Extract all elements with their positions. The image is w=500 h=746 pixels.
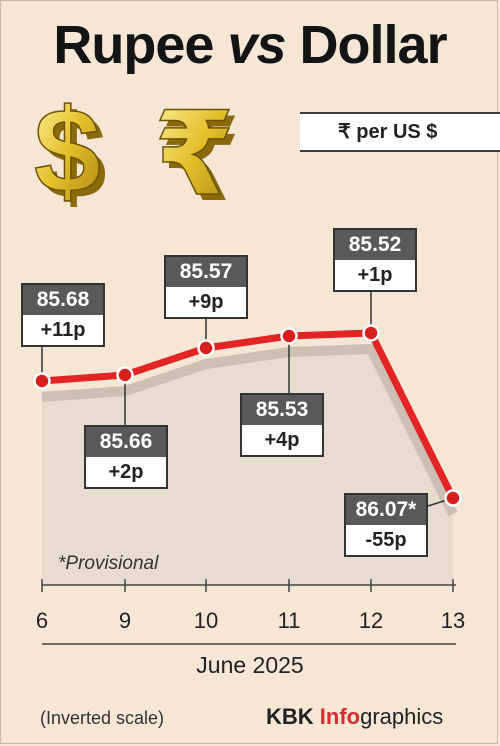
page-title: Rupee vs Dollar [0,14,500,76]
x-tick-label: 9 [119,608,131,633]
x-tick-label: 6 [36,608,48,633]
data-label-change: +1p [357,264,393,286]
data-label-change: +4p [264,429,300,451]
svg-text:₹: ₹ [154,87,235,222]
data-label: 85.66 +2p [84,425,168,489]
title-part-1: Rupee [53,15,214,75]
svg-text:₹: ₹ [160,93,241,228]
data-label-value: 85.66 [86,427,166,457]
data-label-value: 85.53 [242,395,322,425]
data-point [444,489,462,507]
data-point [197,339,215,357]
credit: KBK Infographics [266,704,443,730]
data-point [116,366,134,384]
rupee-sign-icon: ₹ ₹ [153,86,241,228]
data-label: 86.07* -55p [344,493,428,557]
data-label: 85.53 +4p [240,393,324,457]
title-part-3: Dollar [299,15,448,75]
title-part-2: vs [227,15,286,75]
x-tick-label: 12 [359,608,383,633]
unit-label: ₹ per US $ [300,112,500,152]
data-label: 85.68 +11p [21,283,105,347]
data-label-value: 85.68 [23,285,103,315]
dollar-sign-icon: $ $ [33,83,107,224]
svg-text:$: $ [40,90,107,224]
data-point [280,327,298,345]
provisional-note: *Provisional [58,553,159,574]
data-label-change: -55p [365,529,407,551]
data-label-change: +2p [108,461,144,483]
data-label-change: +9p [188,291,224,313]
data-label: 85.52 +1p [333,228,417,292]
x-tick-label: 10 [194,608,218,633]
data-label-change: +11p [40,319,86,341]
credit-graphics: graphics [360,704,444,729]
data-label: 85.57 +9p [164,255,248,319]
x-axis-title: June 2025 [196,652,304,678]
x-tick-label: 13 [441,608,465,633]
data-label-value: 86.07* [346,495,426,525]
data-label-value: 85.52 [335,230,415,260]
data-label-value: 85.57 [166,257,246,287]
data-point [362,324,380,342]
series-line [41,329,457,500]
svg-text:$: $ [34,84,101,218]
data-point [33,372,51,390]
x-tick-label: 11 [278,608,301,633]
credit-kbk: KBK [266,704,314,729]
line-shadow [41,344,458,517]
inverted-scale-note: (Inverted scale) [40,708,165,728]
credit-info: Info [319,704,361,729]
